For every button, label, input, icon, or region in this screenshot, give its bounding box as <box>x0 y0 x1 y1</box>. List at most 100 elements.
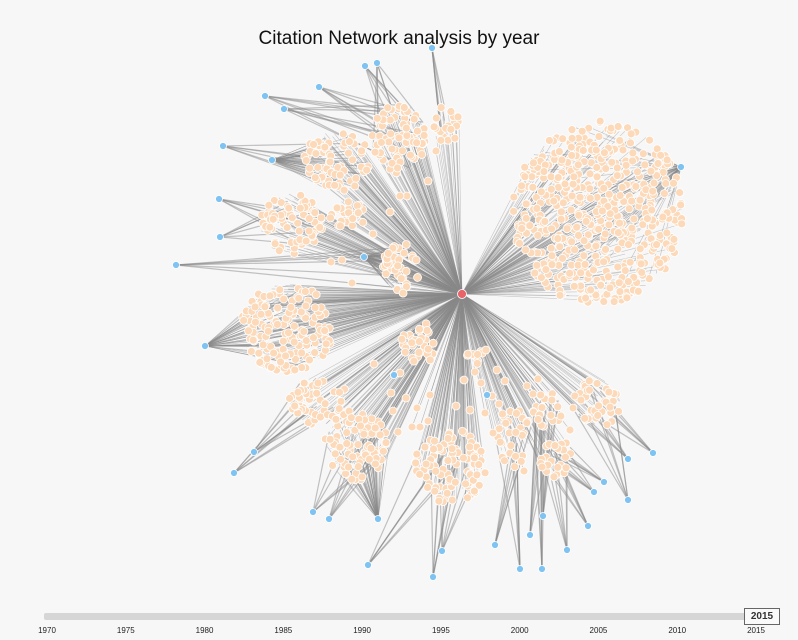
leaf-node <box>326 213 335 223</box>
leaf-node <box>364 454 374 464</box>
leaf-node <box>401 123 411 133</box>
leaf-node <box>311 149 321 158</box>
leaf-node <box>412 403 422 413</box>
leaf-node <box>570 245 580 255</box>
leaf-node <box>591 241 601 251</box>
leaf-node <box>423 344 433 354</box>
leaf-node <box>290 401 300 411</box>
leaf-node <box>469 486 479 496</box>
leaf-node <box>528 389 538 399</box>
leaf-node <box>592 163 602 172</box>
leaf-node <box>480 468 490 478</box>
leaf-node <box>434 496 444 506</box>
leaf-node <box>279 294 289 304</box>
leaf-node <box>547 395 557 405</box>
leaf-node <box>612 163 622 173</box>
leaf-node <box>282 223 292 232</box>
leaf-node <box>328 461 337 470</box>
leaf-node <box>615 287 625 297</box>
leaf-node <box>276 357 285 367</box>
leaf-node <box>624 240 633 249</box>
timeline-tick-1985: 1985 <box>274 626 293 635</box>
leaf-node <box>312 388 322 398</box>
leaf-node <box>556 214 566 224</box>
leaf-node <box>568 403 578 413</box>
leaf-node <box>299 327 309 336</box>
leaf-node <box>494 399 504 409</box>
leaf-node <box>555 242 565 252</box>
hub-node <box>390 371 398 379</box>
leaf-node <box>402 131 412 141</box>
leaf-node <box>561 463 571 473</box>
leaf-node <box>557 207 566 217</box>
leaf-node <box>613 228 623 237</box>
hub-node <box>590 488 598 496</box>
hub-node <box>230 469 238 477</box>
leaf-node <box>414 348 424 357</box>
leaf-node <box>574 231 583 240</box>
leaf-node <box>599 257 609 267</box>
leaf-node <box>239 316 249 325</box>
leaf-node <box>614 406 623 416</box>
leaf-node <box>554 147 564 156</box>
leaf-node <box>335 387 344 397</box>
selected-year-box[interactable]: 2015 <box>744 608 780 625</box>
leaf-node <box>581 217 591 226</box>
leaf-node <box>346 413 356 423</box>
leaf-node <box>415 469 425 479</box>
leaf-node <box>580 413 590 423</box>
leaf-node <box>547 251 557 261</box>
leaf-node <box>638 149 648 159</box>
leaf-node <box>621 160 631 170</box>
leaf-node <box>407 422 417 432</box>
leaf-node <box>251 317 260 327</box>
leaf-node <box>304 226 314 236</box>
leaf-node <box>613 122 623 131</box>
leaf-node <box>635 195 645 205</box>
leaf-node <box>594 401 603 411</box>
leaf-node <box>398 288 408 298</box>
leaf-node <box>560 179 570 189</box>
leaf-node <box>291 355 300 364</box>
leaf-node <box>569 281 579 291</box>
network-leaf-nodes <box>238 101 687 506</box>
leaf-node <box>550 441 560 450</box>
timeline-tick-2015: 2015 <box>747 626 765 635</box>
year-timeline-slider[interactable] <box>44 613 760 620</box>
leaf-node <box>296 307 306 317</box>
network-hub-nodes <box>172 44 685 581</box>
leaf-node <box>567 237 577 247</box>
leaf-node <box>415 324 424 334</box>
leaf-node <box>604 387 614 397</box>
leaf-node <box>549 472 559 482</box>
leaf-node <box>321 339 331 349</box>
leaf-node <box>558 253 567 263</box>
leaf-node <box>383 249 393 258</box>
leaf-node <box>506 441 516 451</box>
leaf-node <box>305 355 314 365</box>
leaf-node <box>248 335 258 345</box>
leaf-node <box>561 452 570 462</box>
hub-node <box>172 261 180 269</box>
leaf-node <box>474 460 484 469</box>
leaf-node <box>393 427 403 437</box>
leaf-node <box>263 326 273 336</box>
leaf-node <box>566 142 576 152</box>
leaf-node <box>320 399 330 409</box>
leaf-node <box>290 365 300 375</box>
leaf-node <box>405 150 415 160</box>
leaf-node <box>325 434 335 444</box>
leaf-node <box>633 286 643 296</box>
leaf-node <box>597 206 607 216</box>
leaf-node <box>244 326 253 336</box>
leaf-node <box>296 190 306 200</box>
leaf-node <box>331 414 341 424</box>
leaf-node <box>423 176 433 186</box>
hub-node <box>649 449 657 457</box>
leaf-node <box>599 183 609 193</box>
leaf-node <box>394 133 404 143</box>
timeline-tick-1975: 1975 <box>116 626 135 635</box>
leaf-node <box>351 173 361 183</box>
leaf-node <box>539 167 549 177</box>
